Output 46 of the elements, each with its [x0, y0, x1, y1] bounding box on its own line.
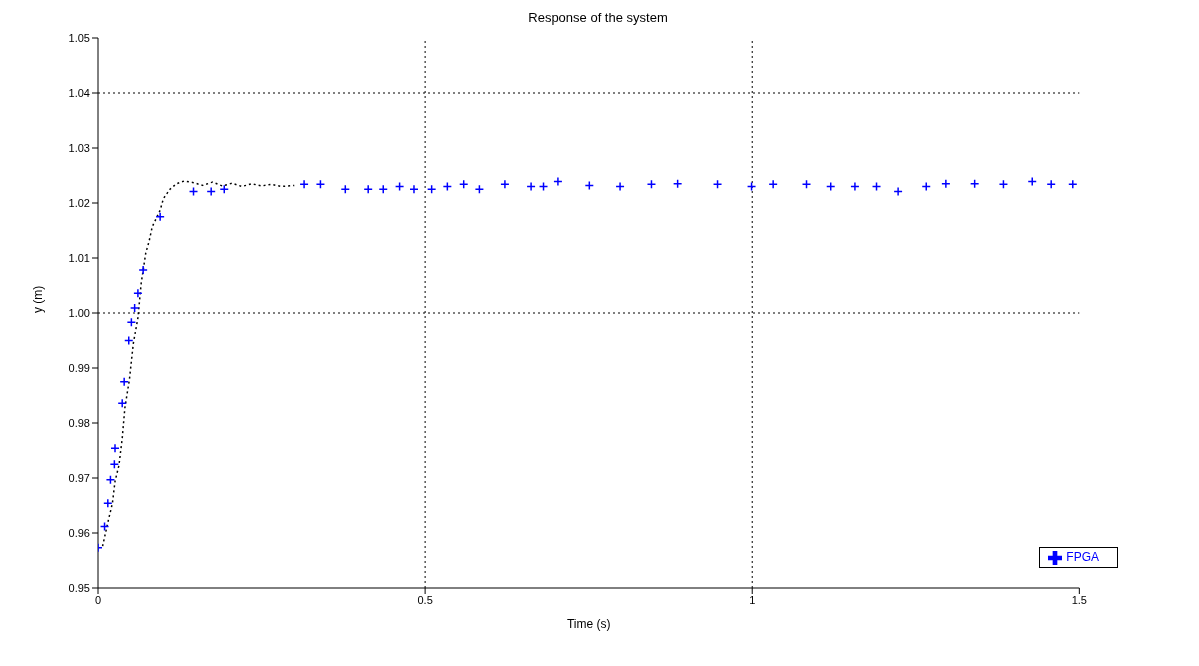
point: [110, 443, 120, 454]
y-tick-label: 0.99: [68, 361, 90, 374]
y-tick-label: 0.95: [68, 581, 90, 594]
point: [133, 288, 143, 298]
point: [500, 179, 510, 190]
y-tick-label: 0.98: [68, 416, 90, 429]
point: [299, 179, 309, 190]
y-tick-label: 1.01: [68, 251, 90, 264]
point: [553, 176, 563, 187]
y-tick-label: 0.96: [68, 526, 90, 539]
point: [768, 179, 778, 190]
y-tick-label: 1.03: [68, 141, 90, 154]
x-tick-label: 0.5: [417, 593, 433, 606]
x-tick-label: 0: [94, 593, 102, 606]
point: [969, 179, 980, 189]
point: [893, 186, 903, 197]
point: [1046, 179, 1056, 190]
point: [206, 186, 216, 197]
point: [850, 181, 860, 192]
point: [941, 179, 951, 189]
point: [363, 184, 373, 194]
y-tick-label: 1.02: [68, 196, 90, 209]
y-tick-label: 1.05: [68, 31, 90, 44]
y-tick-label: 1.00: [68, 306, 90, 319]
point: [155, 212, 165, 222]
y-tick-label: 1.04: [68, 86, 90, 99]
point: [1027, 176, 1037, 187]
point: [1068, 179, 1078, 190]
x-tick-label: 1: [749, 593, 756, 606]
point: [409, 184, 419, 194]
y-tick-label: 0.97: [68, 471, 90, 484]
point: [921, 181, 931, 192]
point: [129, 303, 140, 313]
point: [378, 184, 388, 194]
x-tick-label: 1.5: [1071, 593, 1087, 606]
chart-title: Response of the system: [527, 10, 669, 25]
y-axis-title: y (m): [31, 285, 46, 313]
point: [138, 265, 148, 275]
x-axis-title: Time (s): [566, 617, 611, 631]
point: [615, 181, 625, 192]
point: [103, 498, 113, 509]
legend-label: FPGA: [1066, 550, 1099, 565]
point: [119, 377, 129, 387]
point: [526, 181, 536, 192]
point: [117, 398, 127, 408]
point: [672, 179, 683, 189]
